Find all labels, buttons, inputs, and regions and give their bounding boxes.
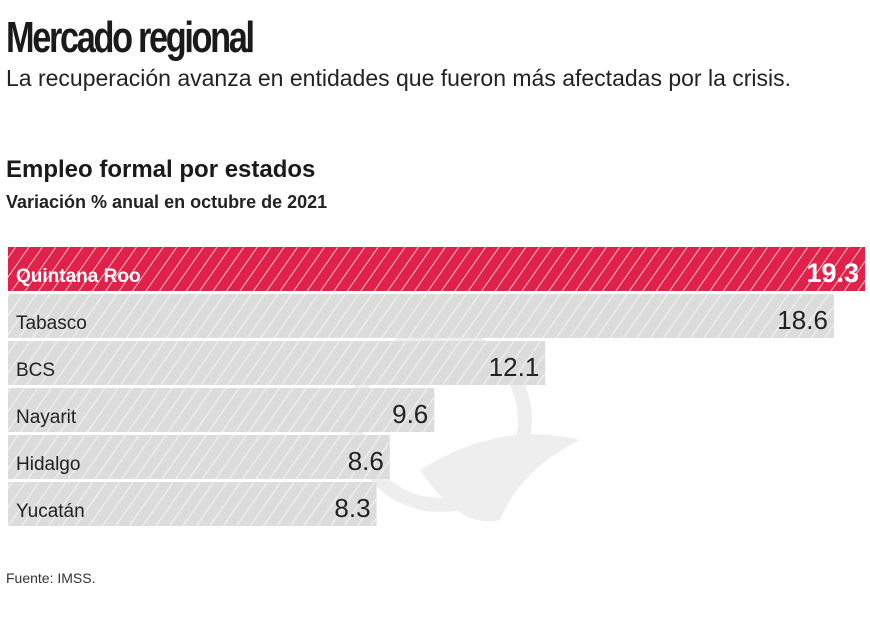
category-label: Nayarit	[16, 407, 77, 428]
page-title: Mercado regional	[6, 13, 255, 62]
bar-hatch	[8, 482, 377, 526]
category-label: Hidalgo	[16, 454, 80, 475]
chart-subtitle: Variación % anual en octubre de 2021	[6, 192, 328, 212]
category-label: Yucatán	[16, 501, 85, 522]
bar-hatch	[8, 435, 390, 479]
value-label: 9.6	[392, 399, 428, 429]
value-label: 8.6	[348, 446, 384, 476]
chart-title: Empleo formal por estados	[6, 156, 316, 183]
page-subtitle: La recuperación avanza en entidades que …	[6, 65, 792, 91]
value-label: 8.3	[334, 493, 370, 523]
bar-hatch	[8, 388, 435, 432]
source-note: Fuente: IMSS.	[6, 570, 96, 586]
category-label: Quintana Roo	[16, 266, 141, 287]
value-label: 12.1	[489, 352, 540, 382]
bar-hatch	[8, 247, 865, 291]
bar-hatch	[8, 294, 834, 338]
category-label: BCS	[16, 360, 55, 381]
category-label: Tabasco	[16, 313, 87, 334]
bar-hatch	[8, 341, 546, 385]
value-label: 18.6	[777, 305, 828, 335]
value-label: 19.3	[806, 258, 859, 288]
